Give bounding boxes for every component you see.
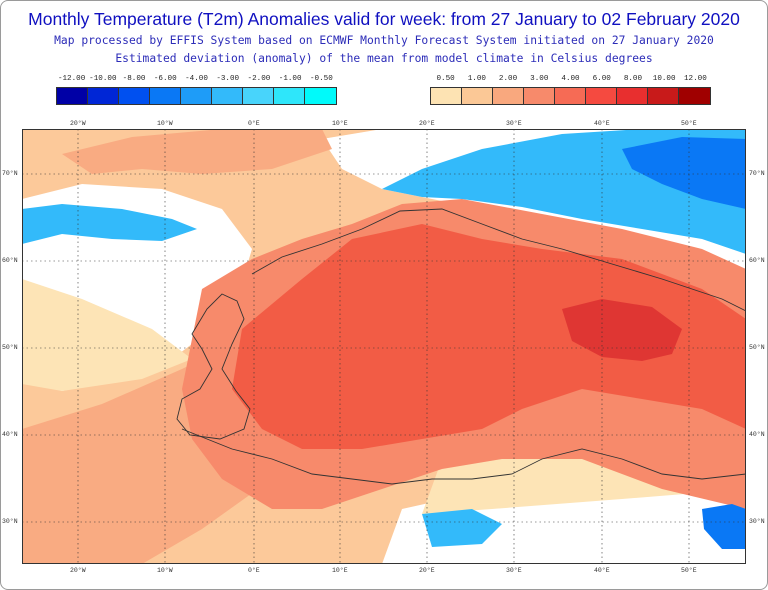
lon-label-top: 20°E — [419, 120, 435, 127]
map-subtitle-units: Estimated deviation (anomaly) of the mea… — [115, 52, 653, 65]
lat-label-right: 30°N — [749, 518, 765, 525]
coastline-europe — [176, 208, 746, 440]
legend-positive: 0.50 1.00 2.00 3.00 4.00 6.00 8.00 10.00 12.00 — [430, 75, 711, 107]
legend-negative: -12.00 -10.00 -8.00 -6.00 -4.00 -3.00 -2.00 -1.… — [56, 75, 337, 107]
lon-label-bottom: 10°W — [157, 567, 173, 574]
lat-label-left: 30°N — [2, 518, 18, 525]
legend-positive-swatch — [493, 88, 524, 104]
lon-label-top: 10°W — [157, 120, 173, 127]
legend-positive-label: 2.00 — [498, 75, 518, 83]
lat-label-right: 50°N — [749, 344, 765, 351]
lon-label-top: 30°E — [506, 120, 522, 127]
legend-positive-label: 3.00 — [530, 75, 549, 83]
map-panel: 20°W 10°W 0°E 10°E 20°E 30°E 40°E 50°E 2… — [2, 120, 765, 574]
lon-label-bottom: 10°E — [332, 567, 348, 574]
legend-positive-swatch — [679, 88, 710, 104]
lat-label-left: 70°N — [2, 170, 18, 177]
cold-anomaly-southeast — [702, 504, 746, 549]
map-title: Monthly Temperature (T2m) Anomalies vali… — [28, 9, 740, 29]
lon-label-bottom: 0°E — [248, 567, 260, 574]
legend-positive-swatch — [524, 88, 555, 104]
cold-anomaly-greenland — [22, 204, 197, 244]
lat-label-left: 60°N — [2, 257, 18, 264]
lat-label-right: 70°N — [749, 170, 765, 177]
lon-label-bottom: 20°W — [70, 567, 86, 574]
legend-negative-swatch — [181, 88, 212, 104]
legend-negative-label: -6.00 — [153, 75, 177, 83]
legend-negative-label: -12.00 — [57, 75, 86, 83]
legend-negative-label: -2.00 — [247, 75, 271, 83]
lon-label-top: 50°E — [681, 120, 697, 127]
lon-label-bottom: 50°E — [681, 567, 697, 574]
lat-label-right: 40°N — [749, 431, 765, 438]
legend-positive-swatch — [462, 88, 493, 104]
legend-negative-label: -4.00 — [185, 75, 208, 83]
lon-label-top: 10°E — [332, 120, 348, 127]
graticule — [22, 129, 746, 564]
legend-negative-swatch — [212, 88, 243, 104]
lat-label-left: 40°N — [2, 431, 18, 438]
legend-positive-swatch — [586, 88, 617, 104]
legend-positive-label: 10.00 — [652, 75, 676, 83]
lon-label-top: 0°E — [248, 120, 260, 127]
legend-positive-swatch — [431, 88, 462, 104]
lat-label-left: 50°N — [2, 344, 18, 351]
anomaly-band-0.5 — [22, 279, 192, 391]
lon-label-bottom: 40°E — [594, 567, 610, 574]
legend-negative-swatch — [243, 88, 274, 104]
legend-positive-swatch — [555, 88, 586, 104]
legend-negative-label: -0.50 — [309, 75, 333, 83]
legend-negative-label: -10.00 — [89, 75, 117, 83]
anomaly-band-atlantic-warm — [62, 129, 332, 174]
legend-negative-swatch — [88, 88, 119, 104]
map-border — [22, 129, 746, 564]
legend-negative-swatch — [150, 88, 181, 104]
legend-negative-swatch — [305, 88, 336, 104]
legend-positive-label: 0.50 — [436, 75, 455, 83]
legend-negative-label: -1.00 — [278, 75, 302, 83]
legend-positive-swatch — [648, 88, 679, 104]
legend-positive-swatch — [617, 88, 648, 104]
cold-anomaly-arctic-strong — [622, 137, 746, 209]
legend-negative-swatch — [274, 88, 305, 104]
lon-label-bottom: 30°E — [506, 567, 522, 574]
legend-negative-swatch — [57, 88, 88, 104]
legend-negative-swatch — [119, 88, 150, 104]
lon-label-bottom: 20°E — [419, 567, 435, 574]
legend-positive-label: 12.00 — [683, 75, 707, 83]
anomaly-map — [22, 129, 746, 564]
legend-negative-label: -3.00 — [216, 75, 240, 83]
cold-anomaly-south — [422, 509, 502, 547]
anomaly-core-max — [562, 299, 682, 361]
lon-label-top: 20°W — [70, 120, 86, 127]
anomaly-band-strong-warm — [232, 224, 746, 449]
legend-positive-label: 8.00 — [623, 75, 643, 83]
lon-label-top: 40°E — [594, 120, 610, 127]
legend-positive-label: 4.00 — [561, 75, 580, 83]
map-subtitle-processing: Map processed by EFFIS System based on E… — [54, 34, 714, 47]
lat-label-right: 60°N — [749, 257, 765, 264]
legend-positive-label: 6.00 — [592, 75, 611, 83]
legend-positive-label: 1.00 — [467, 75, 486, 83]
coastline-mediterranean — [181, 428, 746, 485]
legend-negative-label: -8.00 — [122, 75, 146, 83]
